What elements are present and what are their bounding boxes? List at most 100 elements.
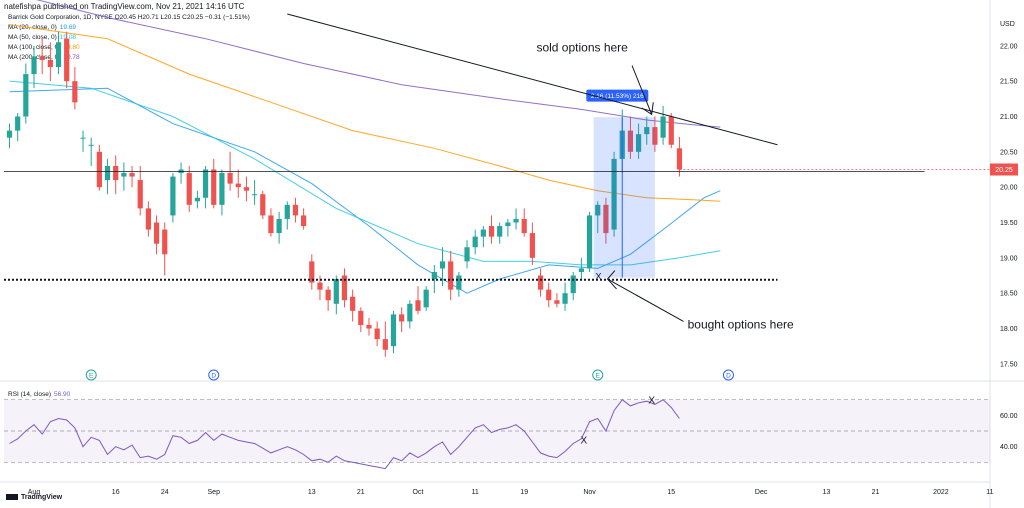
dividend-marker-label: D xyxy=(726,373,731,380)
y-tick-label: 19.00 xyxy=(1000,255,1018,262)
candle-body xyxy=(488,226,495,237)
candle-body xyxy=(644,127,650,135)
candle-body xyxy=(668,116,674,145)
tradingview-logo-icon xyxy=(6,494,18,501)
ma100-line xyxy=(9,24,721,202)
candle-body xyxy=(227,173,233,184)
candle-body xyxy=(104,165,111,181)
y-tick-label: 20.50 xyxy=(1000,149,1018,156)
candle-body xyxy=(627,130,634,152)
candle-body xyxy=(72,81,78,103)
candle-body xyxy=(546,289,552,301)
candle-body xyxy=(497,226,503,237)
candle-body xyxy=(309,261,315,283)
x-tick-label: 16 xyxy=(112,489,120,496)
bought-options-note: bought options here xyxy=(688,318,794,332)
y-tick-label: 18.50 xyxy=(1000,291,1018,298)
candle-body xyxy=(423,289,429,308)
candle-body xyxy=(333,279,339,304)
rsi-label: RSI (14, close) xyxy=(8,391,51,398)
legend-ma50[interactable]: MA (50, close, 0) 19.08 xyxy=(8,33,250,43)
candle-body xyxy=(129,173,135,177)
rsi-tick-label: 40.00 xyxy=(1000,444,1018,451)
candle-body xyxy=(252,194,258,196)
candle-body xyxy=(301,215,307,227)
y-tick-label: 17.50 xyxy=(1000,361,1018,368)
legend-value: 20.78 xyxy=(63,54,80,61)
legend-label: MA (50, close, 0) xyxy=(8,34,57,41)
x-tick-label: 2022 xyxy=(933,489,949,496)
candle-body xyxy=(448,261,454,290)
candle-body xyxy=(137,180,143,209)
candle-body xyxy=(611,158,617,230)
candle-body xyxy=(415,300,421,311)
bought-arrow-head xyxy=(606,270,617,290)
candle-body xyxy=(570,275,576,294)
candle-body xyxy=(211,169,217,205)
candle-body xyxy=(472,236,478,248)
candle-body xyxy=(407,303,413,322)
candle-body xyxy=(464,247,470,262)
y-tick-label: 21.50 xyxy=(1000,79,1018,86)
candle-body xyxy=(317,282,323,290)
candle-body xyxy=(660,116,666,138)
candle-body xyxy=(578,268,584,272)
candle-body xyxy=(162,229,168,255)
candle-body xyxy=(64,38,70,82)
candle-body xyxy=(505,222,511,227)
x-tick-label: 15 xyxy=(667,489,675,496)
candle-body xyxy=(88,144,94,146)
candle-body xyxy=(55,42,62,68)
candle-body xyxy=(284,204,290,219)
last-price-label: 20.25 xyxy=(995,167,1013,174)
last-price-badge xyxy=(990,163,1018,176)
brand-text: TradingView xyxy=(21,494,63,501)
candle-body xyxy=(121,173,127,177)
rsi-tick-label: 60.00 xyxy=(1000,413,1018,420)
candle-body xyxy=(554,300,560,304)
published-by-text: natefishpa published on TradingView.com,… xyxy=(4,2,245,11)
candle-body xyxy=(194,197,201,202)
y-tick-label: 18.00 xyxy=(1000,326,1018,333)
candle-body xyxy=(676,148,683,170)
candle-body xyxy=(358,310,364,325)
candle-body xyxy=(153,222,160,244)
x-tick-label: 21 xyxy=(872,489,880,496)
symbol-name: Barrick Gold Corporation, 1D, NYSE xyxy=(8,14,113,21)
legend-value: 19.69 xyxy=(59,24,77,31)
dividend-marker-label: D xyxy=(211,373,216,380)
candle-body xyxy=(341,275,348,301)
candle-body xyxy=(635,134,642,152)
ma20-line xyxy=(9,87,721,294)
candle-body xyxy=(374,328,380,340)
x-tick-label: Oct xyxy=(413,489,424,496)
x-tick-label: 13 xyxy=(308,489,316,496)
rsi-legend[interactable]: RSI (14, close) 56.90 xyxy=(8,391,70,398)
earnings-marker xyxy=(592,369,604,381)
y-tick-label: 22.00 xyxy=(1000,43,1018,50)
x-tick-label: 19 xyxy=(520,489,528,496)
candle-body xyxy=(292,204,299,216)
candle-body xyxy=(456,275,462,290)
tradingview-logo[interactable]: TradingView xyxy=(6,494,62,501)
candle-body xyxy=(202,169,209,198)
candle-body xyxy=(439,261,446,269)
chart-header: natefishpa published on TradingView.com,… xyxy=(4,2,244,11)
candle-body xyxy=(80,137,86,139)
range-label-bg xyxy=(586,89,649,102)
rsi-x-mark: X xyxy=(648,396,655,407)
candle-body xyxy=(47,59,53,68)
candle-body xyxy=(595,204,601,216)
x-tick-label: Aug xyxy=(28,489,41,496)
candle-body xyxy=(603,204,609,234)
ma200-line xyxy=(36,0,721,128)
legend-value: 19.08 xyxy=(59,34,77,41)
candle-body xyxy=(268,215,274,234)
candle-body xyxy=(113,165,119,181)
candle-body xyxy=(31,56,37,75)
symbol-line: Barrick Gold Corporation, 1D, NYSE O20.4… xyxy=(8,13,250,23)
candle-body xyxy=(325,289,331,301)
candle-body xyxy=(6,130,13,138)
x-tick-label: Sep xyxy=(208,489,221,496)
